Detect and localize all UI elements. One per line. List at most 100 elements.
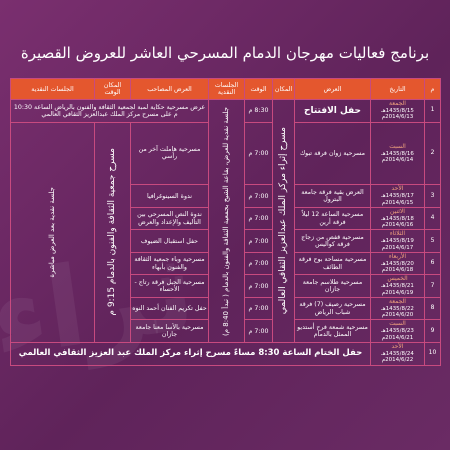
table-row: 5 الثلاثاء 1435/8/19هـ 2014/6/17م مسرحية ق… (11, 229, 441, 253)
row-time: 7:00 م (244, 121, 273, 186)
opening-ceremony: حفل الافتتاح (294, 99, 371, 123)
greg-date: 2014/6/13م (381, 114, 414, 121)
day-label: الاثنين (390, 207, 405, 215)
greg-date: 2014/6/16م (381, 222, 414, 229)
row-num: 2 (424, 121, 441, 186)
row-show: مسرحية الساعة 12 ليلاً فرقة أرين (294, 206, 371, 231)
row-show: مسرحية شمعة فرح أستديو الممثل بالدمام (294, 319, 371, 343)
hijri-date: 1435/8/16هـ (381, 150, 414, 157)
day-label: الثلاثاء (389, 230, 406, 238)
row-show: العرض بقية فرقة جامعة البترول (294, 184, 371, 208)
row-show: مسرحية قفص من زجاج فرقة كواليس (294, 229, 371, 253)
schedule-table: م التاريخ العرض المكان الوقت الجلسات الن… (10, 78, 441, 366)
row-accompanying: ندوة النص المسرحي بين التأليف والإعداد و… (130, 206, 209, 231)
header-time: الوقت (244, 78, 273, 100)
row-show: مسرحية زوان فرقة تبوك (294, 121, 371, 186)
row-date: الجمعة 1435/8/15هـ 2014/6/13م (370, 99, 425, 123)
closing-ceremony: حفل الختام الساعة 8:30 مساءً مسرح إثراء … (10, 342, 371, 366)
greg-date: 2014/6/18م (381, 267, 414, 274)
row-time: 7:00 م (244, 251, 273, 276)
header-place: المكان (272, 78, 295, 100)
hijri-date: 1435/8/23هـ (381, 328, 414, 335)
row-show: مسرحية رصيف (7) فرقة شباب الرياض (294, 296, 371, 321)
row-date: الثلاثاء 1435/8/19هـ 2014/6/17م (370, 229, 425, 253)
row-accompanying: حفل تكريم الفنان أحمد النوه (130, 296, 209, 321)
row-time: 7:00 م (244, 184, 273, 208)
row-time: 8:30 م (244, 99, 273, 123)
table-row: 7 الخميس 1435/8/21هـ 2014/6/19م مسرحية طلا… (11, 274, 441, 298)
place-second-cell: مسرح جمعية الثقافة والفنون بالدمام 9:15 … (94, 121, 131, 344)
row-time: 7:00 م (244, 229, 273, 253)
greg-date: 2014/6/21م (381, 334, 414, 341)
row-time: 7:00 م (244, 319, 273, 343)
place-main: مسرح إثراء مركز الملك عبدالعزيز الثقافي … (278, 127, 289, 315)
header-show: العرض (294, 78, 371, 100)
row-date: الاثنين 1435/8/18هـ 2014/6/16م (370, 206, 425, 231)
row-accompanying-wide: عرض مسرحية حكاية لمبة لجمعية الثقافة وال… (10, 99, 209, 123)
row-num: 7 (424, 274, 441, 298)
row-num: 8 (424, 296, 441, 321)
hijri-date: 1435/8/20هـ (381, 260, 414, 267)
greg-date: 2014/6/20م (381, 312, 414, 319)
row-num: 3 (424, 184, 441, 208)
table-row: 6 الأربعاء 1435/8/20هـ 2014/6/18م مسرحية م… (11, 251, 441, 276)
row-num: 9 (424, 319, 441, 343)
hijri-date: 1435/8/15هـ (381, 107, 414, 114)
row-time: 7:00 م (244, 206, 273, 231)
row-date: الجمعة 1435/8/22هـ 2014/6/20م (370, 296, 425, 321)
row-num: 6 (424, 251, 441, 276)
day-label: السبت (389, 142, 406, 150)
day-label: الخميس (387, 275, 408, 283)
row-accompanying: حفل استقبال الضيوف (130, 229, 209, 253)
row-date: الأربعاء 1435/8/20هـ 2014/6/18م (370, 251, 425, 276)
row-accompanying: مسرحية الجبل فرقة رتاج - الأحساء (130, 274, 209, 298)
row-date: الأحد 1435/8/24هـ 2014/6/22م (370, 342, 425, 366)
place-cell: مسرح إثراء مركز الملك عبدالعزيز الثقافي … (272, 99, 295, 343)
hijri-date: 1435/8/22هـ (381, 305, 414, 312)
row-date: السبت 1435/8/16هـ 2014/6/14م (370, 121, 425, 186)
row-show: مسرحية مساحة بوح فرقة الطائف (294, 251, 371, 276)
header-sessions-2: الجلسات النقدية (10, 78, 95, 100)
table-row: 2 السبت 1435/8/16هـ 2014/6/14م مسرحية زوان… (10, 121, 441, 344)
row-show: مسرحية طلاسم جامعة جازان (294, 274, 371, 298)
greg-date: 2014/6/14م (381, 156, 414, 163)
table-header-row: م التاريخ العرض المكان الوقت الجلسات الن… (10, 78, 441, 100)
page-title: برنامج فعاليات مهرجان الدمام المسرحي الع… (20, 44, 430, 62)
row-date: الخميس 1435/8/21هـ 2014/6/19م (370, 274, 425, 298)
row-num: 4 (424, 206, 441, 231)
greg-date: 2014/6/17م (381, 244, 414, 251)
sessions-main: جلسة نقدية للعرض، بقاعة الشيخ بجمعية الث… (222, 106, 231, 336)
sessions-second: جلسة نقدية بعد العرض مباشرة (48, 186, 57, 278)
row-date: السبت 1435/8/23هـ 2014/6/21م (370, 319, 425, 343)
row-num: 5 (424, 229, 441, 253)
sessions-second-cell: جلسة نقدية بعد العرض مباشرة (10, 121, 95, 344)
greg-date: 2014/6/22م (381, 357, 414, 364)
header-date: التاريخ (370, 78, 425, 100)
day-label: الأربعاء (388, 252, 407, 260)
day-label: الأحد (391, 343, 404, 350)
table-row: 10 الأحد 1435/8/24هـ 2014/6/22م حفل الختام… (10, 342, 441, 366)
greg-date: 2014/6/19م (381, 289, 414, 296)
header-place-time: المكان الوقت (94, 78, 131, 100)
sessions-cell: جلسة نقدية للعرض، بقاعة الشيخ بجمعية الث… (208, 99, 245, 343)
row-time: 7:00 م (244, 274, 273, 298)
row-accompanying: مسرحية بالأسا معنا جامعة جازان (130, 319, 209, 343)
row-accompanying: ندوة السينوغرافيا (130, 184, 209, 208)
hijri-date: 1435/8/19هـ (381, 238, 414, 245)
row-accompanying: مسرحية وباء جمعية الثقافة والفنون بأبهاء (130, 251, 209, 276)
row-num: 10 (424, 342, 441, 366)
row-time: 7:00 م (244, 296, 273, 321)
hijri-date: 1435/8/17هـ (381, 193, 414, 200)
row-date: الأحد 1435/8/17هـ 2014/6/15م (370, 184, 425, 208)
table-row: 1 الجمعة 1435/8/15هـ 2014/6/13م حفل الافتت… (10, 99, 441, 343)
header-sessions: الجلسات النقدية (208, 78, 245, 100)
day-label: الجمعة (389, 297, 406, 305)
row-accompanying: مسرحية هاملت آخر من رأسي (130, 121, 209, 186)
hijri-date: 1435/8/18هـ (381, 215, 414, 222)
table-row: 3 الأحد 1435/8/17هـ 2014/6/15م العرض بقية … (11, 184, 441, 208)
header-num: م (424, 78, 441, 100)
day-label: الأحد (391, 185, 404, 193)
day-label: السبت (389, 320, 406, 328)
day-label: الجمعة (389, 100, 406, 107)
